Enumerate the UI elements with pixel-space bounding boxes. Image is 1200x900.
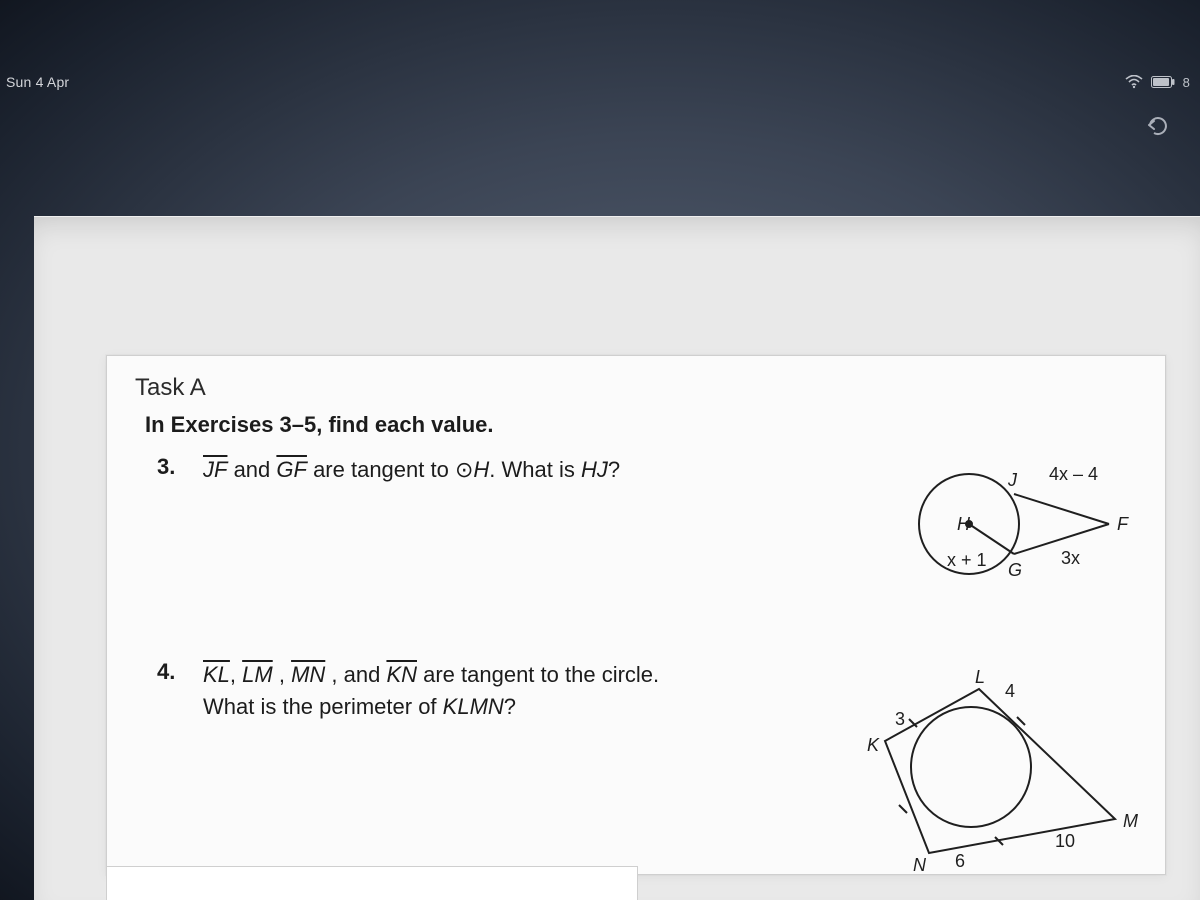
device-screen: Sun 4 Apr 8 Task A In Ex (0, 0, 1200, 900)
svg-text:H: H (957, 514, 971, 534)
wifi-icon (1125, 75, 1143, 89)
svg-text:L: L (975, 667, 985, 687)
battery-icon (1151, 76, 1175, 88)
problem-statement: KL, LM , MN , and KN are tangent to the … (203, 659, 659, 723)
problem-number: 3. (157, 454, 185, 486)
svg-text:6: 6 (955, 851, 965, 871)
problem-3: 3. JF and GF are tangent to ⊙H. What is … (157, 454, 1139, 599)
battery-percent: 8 (1183, 75, 1190, 90)
svg-text:G: G (1008, 560, 1022, 580)
problem-4-figure: K L M N 3 4 10 6 (859, 649, 1139, 880)
svg-text:J: J (1007, 470, 1018, 490)
svg-text:3x: 3x (1061, 548, 1080, 568)
undo-icon[interactable] (1144, 114, 1170, 141)
problem-3-figure: H J G F x + 1 4x – 4 3x (909, 454, 1139, 599)
problem-4: 4. KL, LM , MN , and KN are tangent to t… (157, 659, 1139, 880)
status-date: Sun 4 Apr (6, 74, 69, 90)
task-title: Task A (135, 374, 1139, 402)
problem-statement: JF and GF are tangent to ⊙H. What is HJ? (203, 454, 620, 486)
status-bar: Sun 4 Apr 8 (0, 68, 1200, 96)
svg-text:M: M (1123, 811, 1138, 831)
problem-number: 4. (157, 659, 185, 723)
svg-text:N: N (913, 855, 927, 875)
svg-text:3: 3 (895, 709, 905, 729)
partial-box-bottom (106, 866, 638, 900)
instructions: In Exercises 3–5, find each value. (145, 412, 1139, 438)
app-background: Task A In Exercises 3–5, find each value… (34, 216, 1200, 900)
worksheet-page: Task A In Exercises 3–5, find each value… (106, 355, 1166, 875)
svg-text:10: 10 (1055, 831, 1075, 851)
svg-text:4x – 4: 4x – 4 (1049, 464, 1098, 484)
svg-text:x + 1: x + 1 (947, 550, 987, 570)
svg-text:K: K (867, 735, 880, 755)
svg-text:F: F (1117, 514, 1129, 534)
svg-text:4: 4 (1005, 681, 1015, 701)
